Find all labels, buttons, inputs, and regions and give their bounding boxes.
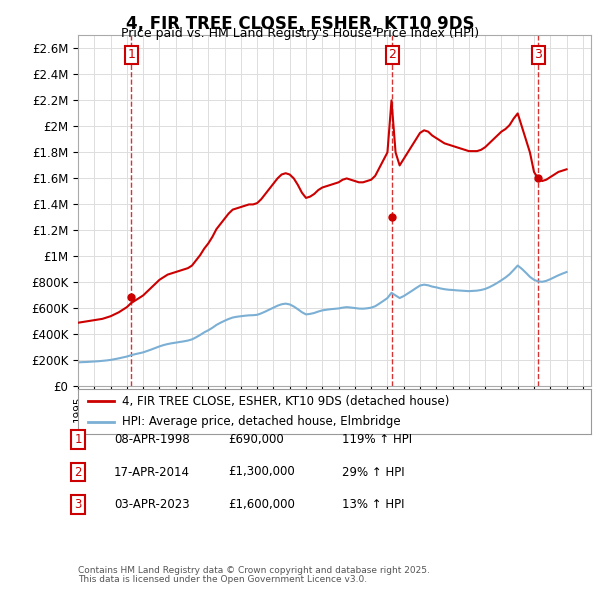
Text: 3: 3 <box>74 498 82 511</box>
Text: £1,600,000: £1,600,000 <box>228 498 295 511</box>
Text: 13% ↑ HPI: 13% ↑ HPI <box>342 498 404 511</box>
Text: 2: 2 <box>74 466 82 478</box>
Text: This data is licensed under the Open Government Licence v3.0.: This data is licensed under the Open Gov… <box>78 575 367 584</box>
Text: HPI: Average price, detached house, Elmbridge: HPI: Average price, detached house, Elmb… <box>122 415 400 428</box>
Text: 1: 1 <box>74 433 82 446</box>
Text: 2: 2 <box>388 48 396 61</box>
Text: Contains HM Land Registry data © Crown copyright and database right 2025.: Contains HM Land Registry data © Crown c… <box>78 566 430 575</box>
Text: 08-APR-1998: 08-APR-1998 <box>114 433 190 446</box>
Text: £690,000: £690,000 <box>228 433 284 446</box>
Text: £1,300,000: £1,300,000 <box>228 466 295 478</box>
Text: 29% ↑ HPI: 29% ↑ HPI <box>342 466 404 478</box>
Text: 119% ↑ HPI: 119% ↑ HPI <box>342 433 412 446</box>
Text: Price paid vs. HM Land Registry's House Price Index (HPI): Price paid vs. HM Land Registry's House … <box>121 27 479 40</box>
Text: 17-APR-2014: 17-APR-2014 <box>114 466 190 478</box>
Text: 4, FIR TREE CLOSE, ESHER, KT10 9DS: 4, FIR TREE CLOSE, ESHER, KT10 9DS <box>126 15 474 33</box>
Text: 3: 3 <box>535 48 542 61</box>
Text: 1: 1 <box>127 48 135 61</box>
Text: 4, FIR TREE CLOSE, ESHER, KT10 9DS (detached house): 4, FIR TREE CLOSE, ESHER, KT10 9DS (deta… <box>122 395 449 408</box>
Text: 03-APR-2023: 03-APR-2023 <box>114 498 190 511</box>
